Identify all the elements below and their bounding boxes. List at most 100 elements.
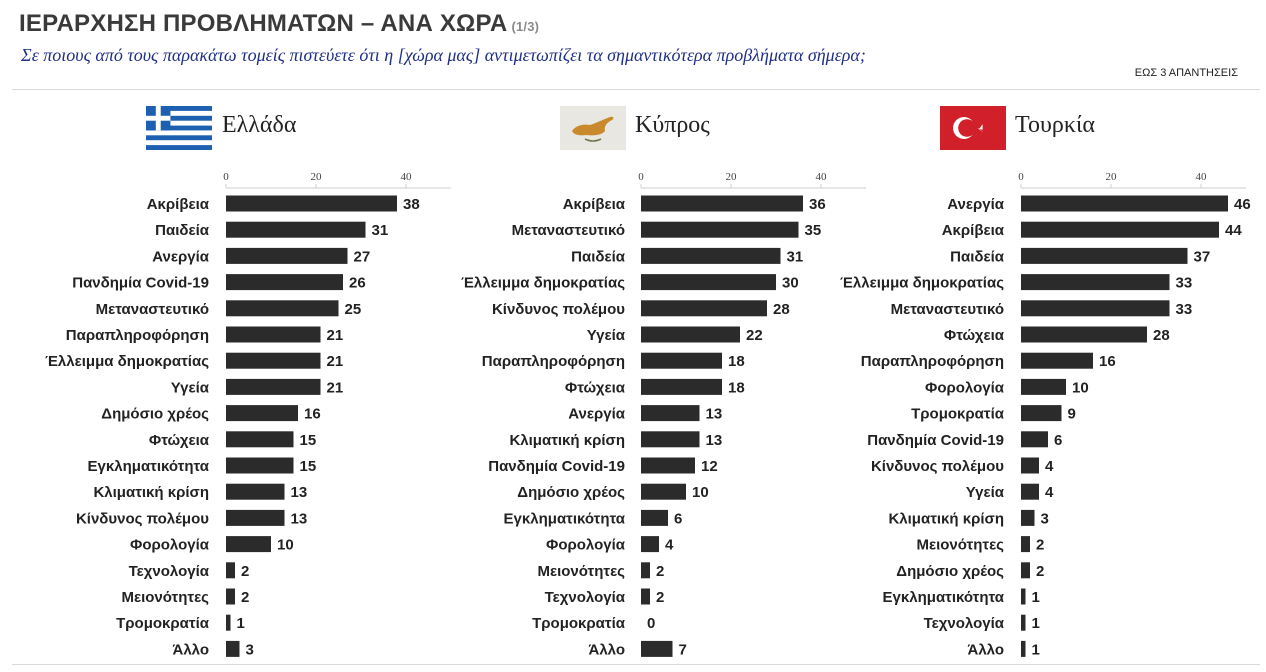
value-label-μειονότητες: 2 <box>656 563 664 580</box>
value-label-κίνδυνος-πολέμου: 28 <box>773 301 790 318</box>
category-label-δημόσιο-χρέος: Δημόσιο χρέος <box>101 406 209 423</box>
bottom-divider <box>12 664 1260 665</box>
category-label-δημόσιο-χρέος: Δημόσιο χρέος <box>517 484 625 501</box>
greece-flag-icon <box>146 106 212 150</box>
bar-ανεργία <box>1021 195 1228 212</box>
value-label-εγκληματικότητα: 15 <box>300 458 317 475</box>
page-title: ΙΕΡΑΡΧΗΣΗ ΠΡΟΒΛΗΜΑΤΩΝ – ΑΝΑ ΧΩΡΑ (1/3) <box>19 10 539 38</box>
value-label-κλιματική-κρίση: 13 <box>291 484 308 501</box>
category-label-τεχνολογία: Τεχνολογία <box>924 615 1005 632</box>
category-label-κίνδυνος-πολέμου: Κίνδυνος πολέμου <box>871 458 1004 475</box>
bar-άλλο <box>641 640 673 657</box>
bar-μεταναστευτικό <box>226 300 339 317</box>
survey-question: Σε ποιους από τους παρακάτω τομείς πιστε… <box>21 45 866 65</box>
value-label-ακρίβεια: 36 <box>809 196 826 213</box>
value-label-τρομοκρατία: 1 <box>237 615 245 632</box>
bar-άλλο <box>1021 640 1026 657</box>
bar-ακρίβεια <box>641 195 803 212</box>
x-tick-label: 40 <box>401 171 413 183</box>
bar-κίνδυνος-πολέμου <box>1021 457 1039 474</box>
category-label-έλλειμμα-δημοκρατίας: Έλλειμμα δημοκρατίας <box>840 275 1004 292</box>
bar-παιδεία <box>1021 247 1188 264</box>
chart-panel-turkey: Τουρκία 0 20 40 Ανεργία 46 Ακρίβεια 44 Παιδεία 3… <box>795 100 1251 665</box>
category-label-υγεία: Υγεία <box>171 379 210 396</box>
value-label-άλλο: 7 <box>679 641 687 658</box>
value-label-πανδημία-covid-19: 6 <box>1054 432 1062 449</box>
category-label-πανδημία-covid-19: Πανδημία Covid-19 <box>488 458 625 475</box>
bar-μεταναστευτικό <box>641 221 799 238</box>
value-label-έλλειμμα-δημοκρατίας: 33 <box>1176 275 1193 292</box>
category-label-παιδεία: Παιδεία <box>571 248 626 265</box>
bar-εγκληματικότητα <box>1021 588 1026 605</box>
bar-έλλειμμα-δημοκρατίας <box>226 352 321 369</box>
bar-δημόσιο-χρέος <box>226 405 298 422</box>
value-label-εγκληματικότητα: 1 <box>1032 589 1040 606</box>
value-label-έλλειμμα-δημοκρατίας: 30 <box>782 275 799 292</box>
bar-τεχνολογία <box>1021 614 1026 631</box>
category-label-άλλο: Άλλο <box>173 641 210 658</box>
chart-panel-greece: Ελλάδα 0 20 40 Ακρίβεια 38 Παιδεία 31 Ανεργία 27… <box>0 100 451 665</box>
category-label-παραπληροφόρηση: Παραπληροφόρηση <box>482 353 625 370</box>
category-label-παραπληροφόρηση: Παραπληροφόρηση <box>861 353 1004 370</box>
category-label-φτώχεια: Φτώχεια <box>944 327 1005 344</box>
category-label-ανεργία: Ανεργία <box>947 196 1005 213</box>
category-label-εγκληματικότητα: Εγκληματικότητα <box>88 458 210 475</box>
value-label-υγεία: 4 <box>1045 484 1054 501</box>
category-label-παιδεία: Παιδεία <box>950 248 1005 265</box>
bar-τρομοκρατία <box>1021 405 1062 422</box>
value-label-έλλειμμα-δημοκρατίας: 21 <box>327 353 344 370</box>
bar-φτώχεια <box>226 431 294 448</box>
category-label-φτώχεια: Φτώχεια <box>565 379 626 396</box>
value-label-άλλο: 1 <box>1032 641 1040 658</box>
bar-υγεία <box>226 378 321 395</box>
bar-ανεργία <box>641 405 700 422</box>
bar-ανεργία <box>226 247 348 264</box>
bar-φορολογία <box>641 536 659 553</box>
value-label-φτώχεια: 28 <box>1153 327 1170 344</box>
category-label-κίνδυνος-πολέμου: Κίνδυνος πολέμου <box>76 510 209 527</box>
value-label-ακρίβεια: 38 <box>403 196 420 213</box>
value-label-κίνδυνος-πολέμου: 13 <box>291 510 308 527</box>
bar-υγεία <box>1021 483 1039 500</box>
category-label-έλλειμμα-δημοκρατίας: Έλλειμμα δημοκρατίας <box>45 353 209 370</box>
category-label-μειονότητες: Μειονότητες <box>916 537 1004 554</box>
category-label-φορολογία: Φορολογία <box>546 537 626 554</box>
bar-τεχνολογία <box>641 588 650 605</box>
bar-δημόσιο-χρέος <box>1021 562 1030 579</box>
bar-φτώχεια <box>1021 326 1147 343</box>
bar-υγεία <box>641 326 740 343</box>
title-text: ΙΕΡΑΡΧΗΣΗ ΠΡΟΒΛΗΜΑΤΩΝ – ΑΝΑ ΧΩΡΑ <box>19 10 508 37</box>
category-label-ανεργία: Ανεργία <box>152 248 210 265</box>
bar-μειονότητες <box>641 562 650 579</box>
value-label-παιδεία: 31 <box>372 222 389 239</box>
bar-πανδημία-covid-19 <box>226 274 343 291</box>
bar-κίνδυνος-πολέμου <box>641 300 767 317</box>
bar-κλιματική-κρίση <box>226 483 285 500</box>
bar-έλλειμμα-δημοκρατίας <box>1021 274 1170 291</box>
bar-κίνδυνος-πολέμου <box>226 509 285 526</box>
page-indicator: (1/3) <box>511 19 540 34</box>
value-label-φορολογία: 10 <box>277 537 294 554</box>
bar-φορολογία <box>226 536 271 553</box>
value-label-φορολογία: 4 <box>665 537 674 554</box>
bar-κλιματική-κρίση <box>1021 509 1035 526</box>
value-label-υγεία: 21 <box>327 379 344 396</box>
bar-μειονότητες <box>226 588 235 605</box>
top-divider <box>12 89 1260 90</box>
value-label-ανεργία: 13 <box>706 406 723 423</box>
value-label-υγεία: 22 <box>746 327 763 344</box>
category-label-υγεία: Υγεία <box>587 327 626 344</box>
value-label-ανεργία: 46 <box>1234 196 1251 213</box>
bar-τρομοκρατία <box>226 614 231 631</box>
x-tick-label: 0 <box>638 171 644 183</box>
bar-φτώχεια <box>641 378 722 395</box>
value-label-ανεργία: 27 <box>354 248 371 265</box>
value-label-κίνδυνος-πολέμου: 4 <box>1045 458 1054 475</box>
cyprus-flag-icon <box>560 106 626 150</box>
category-label-μειονότητες: Μειονότητες <box>537 563 625 580</box>
bar-πανδημία-covid-19 <box>641 457 695 474</box>
value-label-άλλο: 3 <box>246 641 254 658</box>
category-label-τρομοκρατία: Τρομοκρατία <box>532 615 626 632</box>
country-name-turkey: Τουρκία <box>1015 112 1095 138</box>
